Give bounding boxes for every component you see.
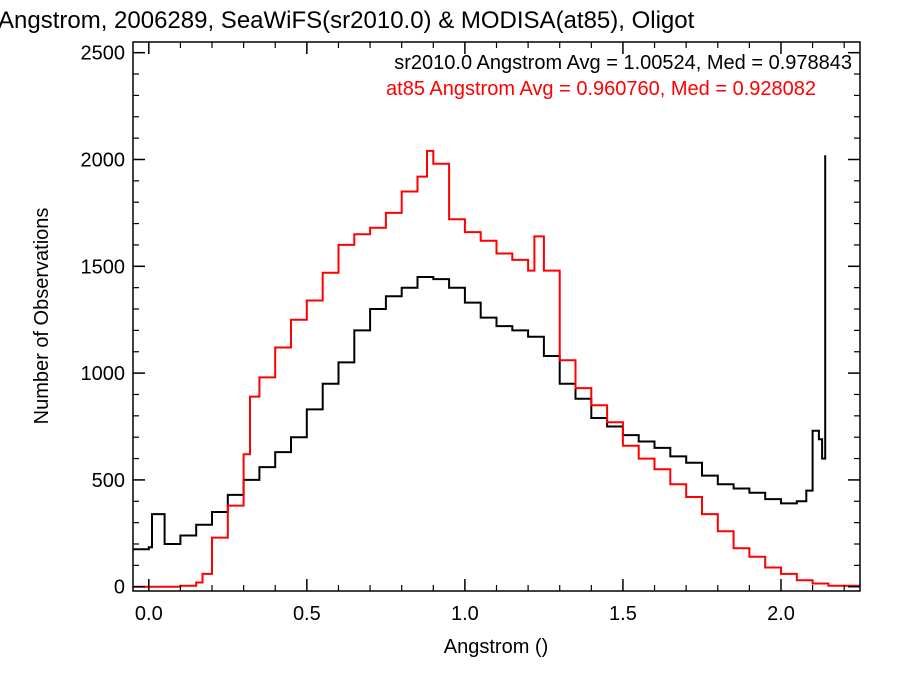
y-tick-label: 2500: [81, 43, 126, 65]
y-tick-label: 500: [92, 470, 125, 492]
y-tick-label: 0: [114, 577, 125, 599]
x-tick-label: 1.5: [609, 603, 637, 625]
x-tick-label: 0.5: [293, 603, 321, 625]
x-axis-label: Angstrom (): [444, 636, 548, 658]
y-axis-label: Number of Observations: [31, 208, 53, 425]
plot-frame: [132, 41, 861, 592]
chart-title: Angstrom, 2006289, SeaWiFS(sr2010.0) & M…: [0, 7, 695, 34]
legend-sr2010: sr2010.0 Angstrom Avg = 1.00524, Med = 0…: [394, 52, 852, 74]
legend-at85: at85 Angstrom Avg = 0.960760, Med = 0.92…: [386, 78, 816, 100]
series-line-sr2010-0: [133, 155, 827, 551]
y-tick-label: 2000: [81, 149, 126, 171]
y-tick-label: 1500: [81, 256, 126, 278]
x-tick-label: 1.0: [451, 603, 479, 625]
y-tick-label: 1000: [81, 363, 126, 385]
series-line-at85: [133, 149, 860, 588]
x-tick-label: 0.0: [135, 603, 163, 625]
x-tick-label: 2.0: [767, 603, 795, 625]
